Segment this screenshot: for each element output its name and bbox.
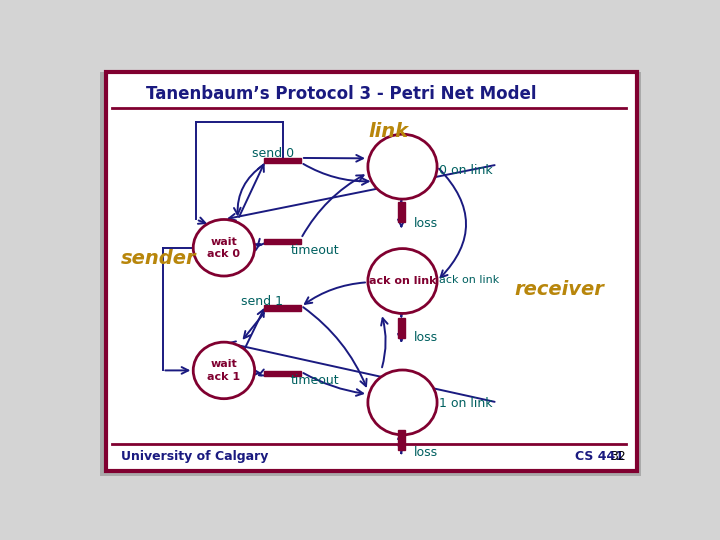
Text: wait
ack 0: wait ack 0 (207, 237, 240, 259)
Text: ack on link: ack on link (369, 276, 436, 286)
Text: Tanenbaum’s Protocol 3 - Petri Net Model: Tanenbaum’s Protocol 3 - Petri Net Model (145, 85, 536, 103)
Bar (397, 202, 405, 222)
Text: ack on link: ack on link (438, 275, 499, 285)
Ellipse shape (368, 134, 437, 199)
Ellipse shape (193, 342, 255, 399)
Text: 32: 32 (610, 450, 626, 463)
Text: send 1: send 1 (240, 295, 283, 308)
Text: CS 441: CS 441 (575, 450, 624, 463)
Text: timeout: timeout (291, 374, 340, 387)
Text: sender: sender (121, 248, 197, 268)
Bar (264, 305, 301, 310)
Text: loss: loss (413, 330, 438, 343)
Text: send 0: send 0 (252, 147, 294, 160)
Text: loss: loss (413, 446, 438, 459)
Text: timeout: timeout (291, 244, 340, 257)
Text: link: link (369, 122, 408, 141)
FancyBboxPatch shape (106, 72, 637, 471)
Bar (264, 370, 301, 376)
Text: 0 on link: 0 on link (438, 164, 492, 177)
Bar (264, 239, 301, 244)
Text: receiver: receiver (514, 280, 604, 299)
Text: 1 on link: 1 on link (438, 397, 492, 410)
Text: wait
ack 1: wait ack 1 (207, 359, 240, 382)
Bar (264, 158, 301, 163)
Text: University of Calgary: University of Calgary (121, 450, 268, 463)
Bar (397, 318, 405, 338)
FancyBboxPatch shape (100, 72, 642, 476)
Ellipse shape (368, 370, 437, 435)
Bar (397, 430, 405, 450)
Text: loss: loss (413, 217, 438, 230)
Ellipse shape (193, 219, 255, 276)
Ellipse shape (368, 248, 437, 313)
